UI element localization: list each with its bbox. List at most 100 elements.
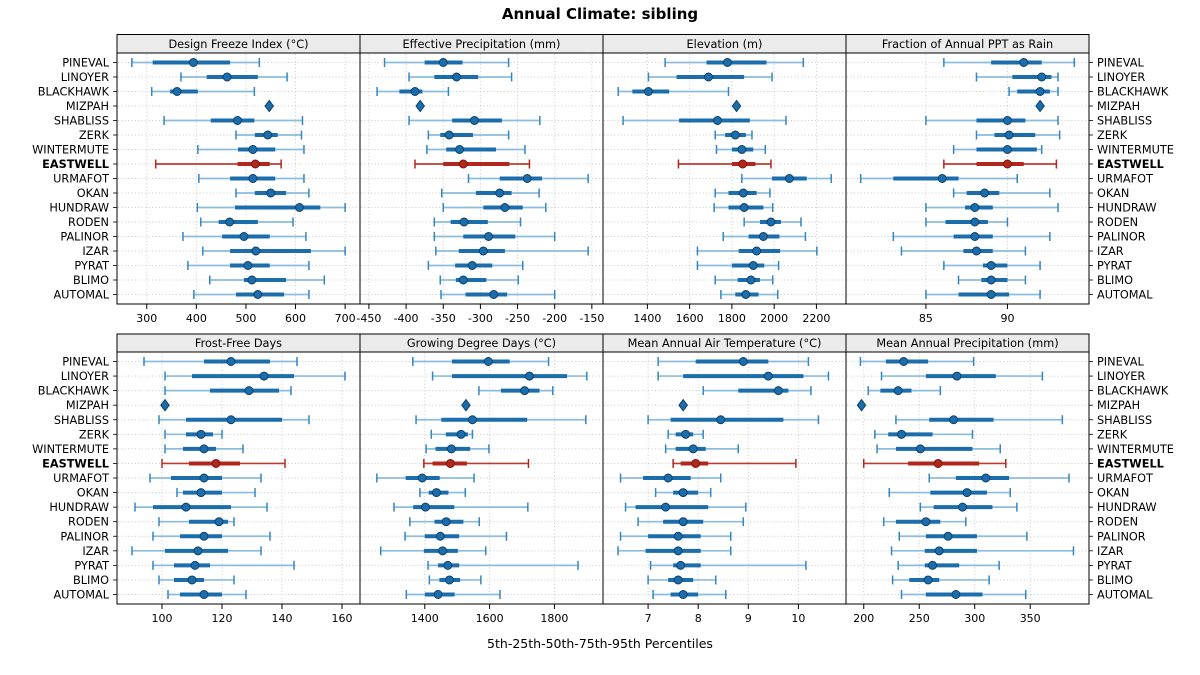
site-label-right: AUTOMAL: [1097, 289, 1153, 302]
site-label-row: URMAFOT URMAFOT: [53, 173, 1153, 186]
percentile-row-pyrat: [649, 560, 807, 570]
percentile-row-blackhawk: [376, 87, 450, 96]
site-label-row: BLIMO BLIMO: [73, 274, 1133, 287]
percentile-row-okan: [176, 488, 256, 498]
median-dot: [784, 174, 794, 183]
percentile-row-linoyer: [164, 371, 346, 381]
site-label-left: ZERK: [79, 129, 110, 142]
x-tick-label: 400: [186, 312, 207, 325]
median-dot: [441, 517, 451, 527]
x-tick-label: -300: [468, 312, 493, 325]
x-tick-label: 2200: [802, 312, 830, 325]
percentile-row-wintermute: [164, 444, 244, 454]
median-dot: [226, 357, 236, 366]
percentile-row-pineval: [859, 357, 975, 366]
percentile-row-pineval: [383, 58, 510, 67]
panel-frost-free-days: Frost-Free Days 100 120 140 160: [116, 333, 361, 625]
median-dot: [239, 232, 249, 241]
median-dot: [673, 575, 683, 585]
percentile-row-eastwell: [677, 159, 772, 169]
median-dot: [444, 130, 454, 140]
percentile-row-palinor: [182, 232, 307, 241]
percentile-row-eastwell: [161, 458, 286, 468]
median-dot: [199, 590, 209, 599]
percentile-row-eastwell: [414, 159, 531, 169]
percentile-row-pyrat: [427, 560, 579, 570]
site-label-right: BLIMO: [1097, 574, 1133, 587]
site-label-right: URMAFOT: [1097, 173, 1153, 186]
site-label-left: PALINOR: [60, 231, 109, 244]
median-dot: [520, 386, 530, 396]
percentile-row-shabliss: [647, 415, 820, 425]
percentile-row-palinor: [619, 531, 732, 541]
percentile-row-zerk: [430, 429, 474, 439]
x-tick-label: 250: [909, 612, 930, 625]
percentile-row-linoyer: [647, 72, 773, 82]
percentile-row-blackhawk: [1008, 87, 1059, 96]
page-title: Annual Climate: sibling: [501, 5, 699, 23]
site-label-left: PALINOR: [60, 530, 109, 543]
percentile-row-zerk: [164, 429, 223, 439]
site-label-left: WINTERMUTE: [32, 144, 109, 157]
median-dot: [730, 130, 740, 140]
median-dot: [500, 203, 510, 212]
x-tick-label: 90: [1000, 312, 1014, 325]
site-label-left: AUTOMAL: [53, 589, 109, 602]
site-label-left: BLIMO: [73, 274, 109, 287]
x-tick-label: 1800: [540, 612, 568, 625]
panel-elevation-m-: Elevation (m) 1400 1600 1800 2000 2200: [602, 34, 847, 325]
x-tick-label: 160: [332, 612, 353, 625]
percentile-row-automal: [167, 590, 247, 599]
median-dot: [738, 357, 748, 366]
site-label-left: LINOYER: [61, 370, 109, 383]
median-dot: [244, 386, 254, 396]
percentile-row-automal: [900, 590, 1027, 599]
site-label-right: LINOYER: [1097, 370, 1145, 383]
panel-mean-annual-air-temperature-c-: Mean Annual Air Temperature (°C) 7 8 9 10: [602, 333, 847, 625]
site-label-row: PALINOR PALINOR: [60, 530, 1145, 543]
percentile-row-wintermute: [426, 145, 526, 154]
x-tick-label: 700: [335, 312, 356, 325]
site-label-left: PYRAT: [74, 559, 109, 572]
percentile-row-blimo: [647, 575, 717, 585]
percentile-row-roden: [925, 217, 1009, 227]
site-label-left: LINOYER: [61, 71, 109, 84]
percentile-row-hundraw: [196, 203, 346, 212]
percentile-row-blackhawk: [867, 386, 942, 396]
site-label-left: MIZPAH: [66, 100, 109, 113]
site-label-right: OKAN: [1097, 187, 1129, 200]
median-dot: [458, 275, 468, 285]
median-dot: [1002, 116, 1012, 125]
median-dot: [981, 473, 991, 483]
x-tick-label: 1600: [476, 612, 504, 625]
site-label-left: SHABLISS: [54, 414, 109, 427]
median-dot: [958, 502, 968, 512]
percentile-row-blackhawk: [702, 386, 812, 396]
median-dot: [443, 560, 453, 570]
median-dot: [688, 444, 698, 454]
percentile-row-automal: [925, 290, 1041, 299]
median-dot: [452, 72, 462, 82]
median-dot: [678, 517, 688, 527]
median-dot: [193, 546, 203, 556]
percentile-row-wintermute: [664, 444, 740, 454]
median-dot: [484, 232, 494, 241]
x-tick-label: -150: [579, 312, 604, 325]
median-dot: [247, 275, 257, 285]
x-tick-label: 100: [152, 612, 173, 625]
median-dot: [773, 386, 783, 396]
median-dot: [446, 444, 456, 454]
median-dot: [199, 531, 209, 541]
x-tick-label: -400: [394, 312, 419, 325]
median-dot: [738, 188, 748, 198]
site-label-right: PINEVAL: [1097, 356, 1144, 369]
median-dot: [1004, 130, 1014, 140]
site-label-row: EASTWELL EASTWELL: [42, 158, 1164, 171]
percentile-row-shabliss: [408, 116, 541, 125]
percentile-row-zerk: [714, 130, 753, 140]
median-dot: [899, 357, 909, 366]
site-label-row: MIZPAH MIZPAH: [66, 100, 1140, 113]
site-label-right: HUNDRAW: [1097, 501, 1157, 514]
